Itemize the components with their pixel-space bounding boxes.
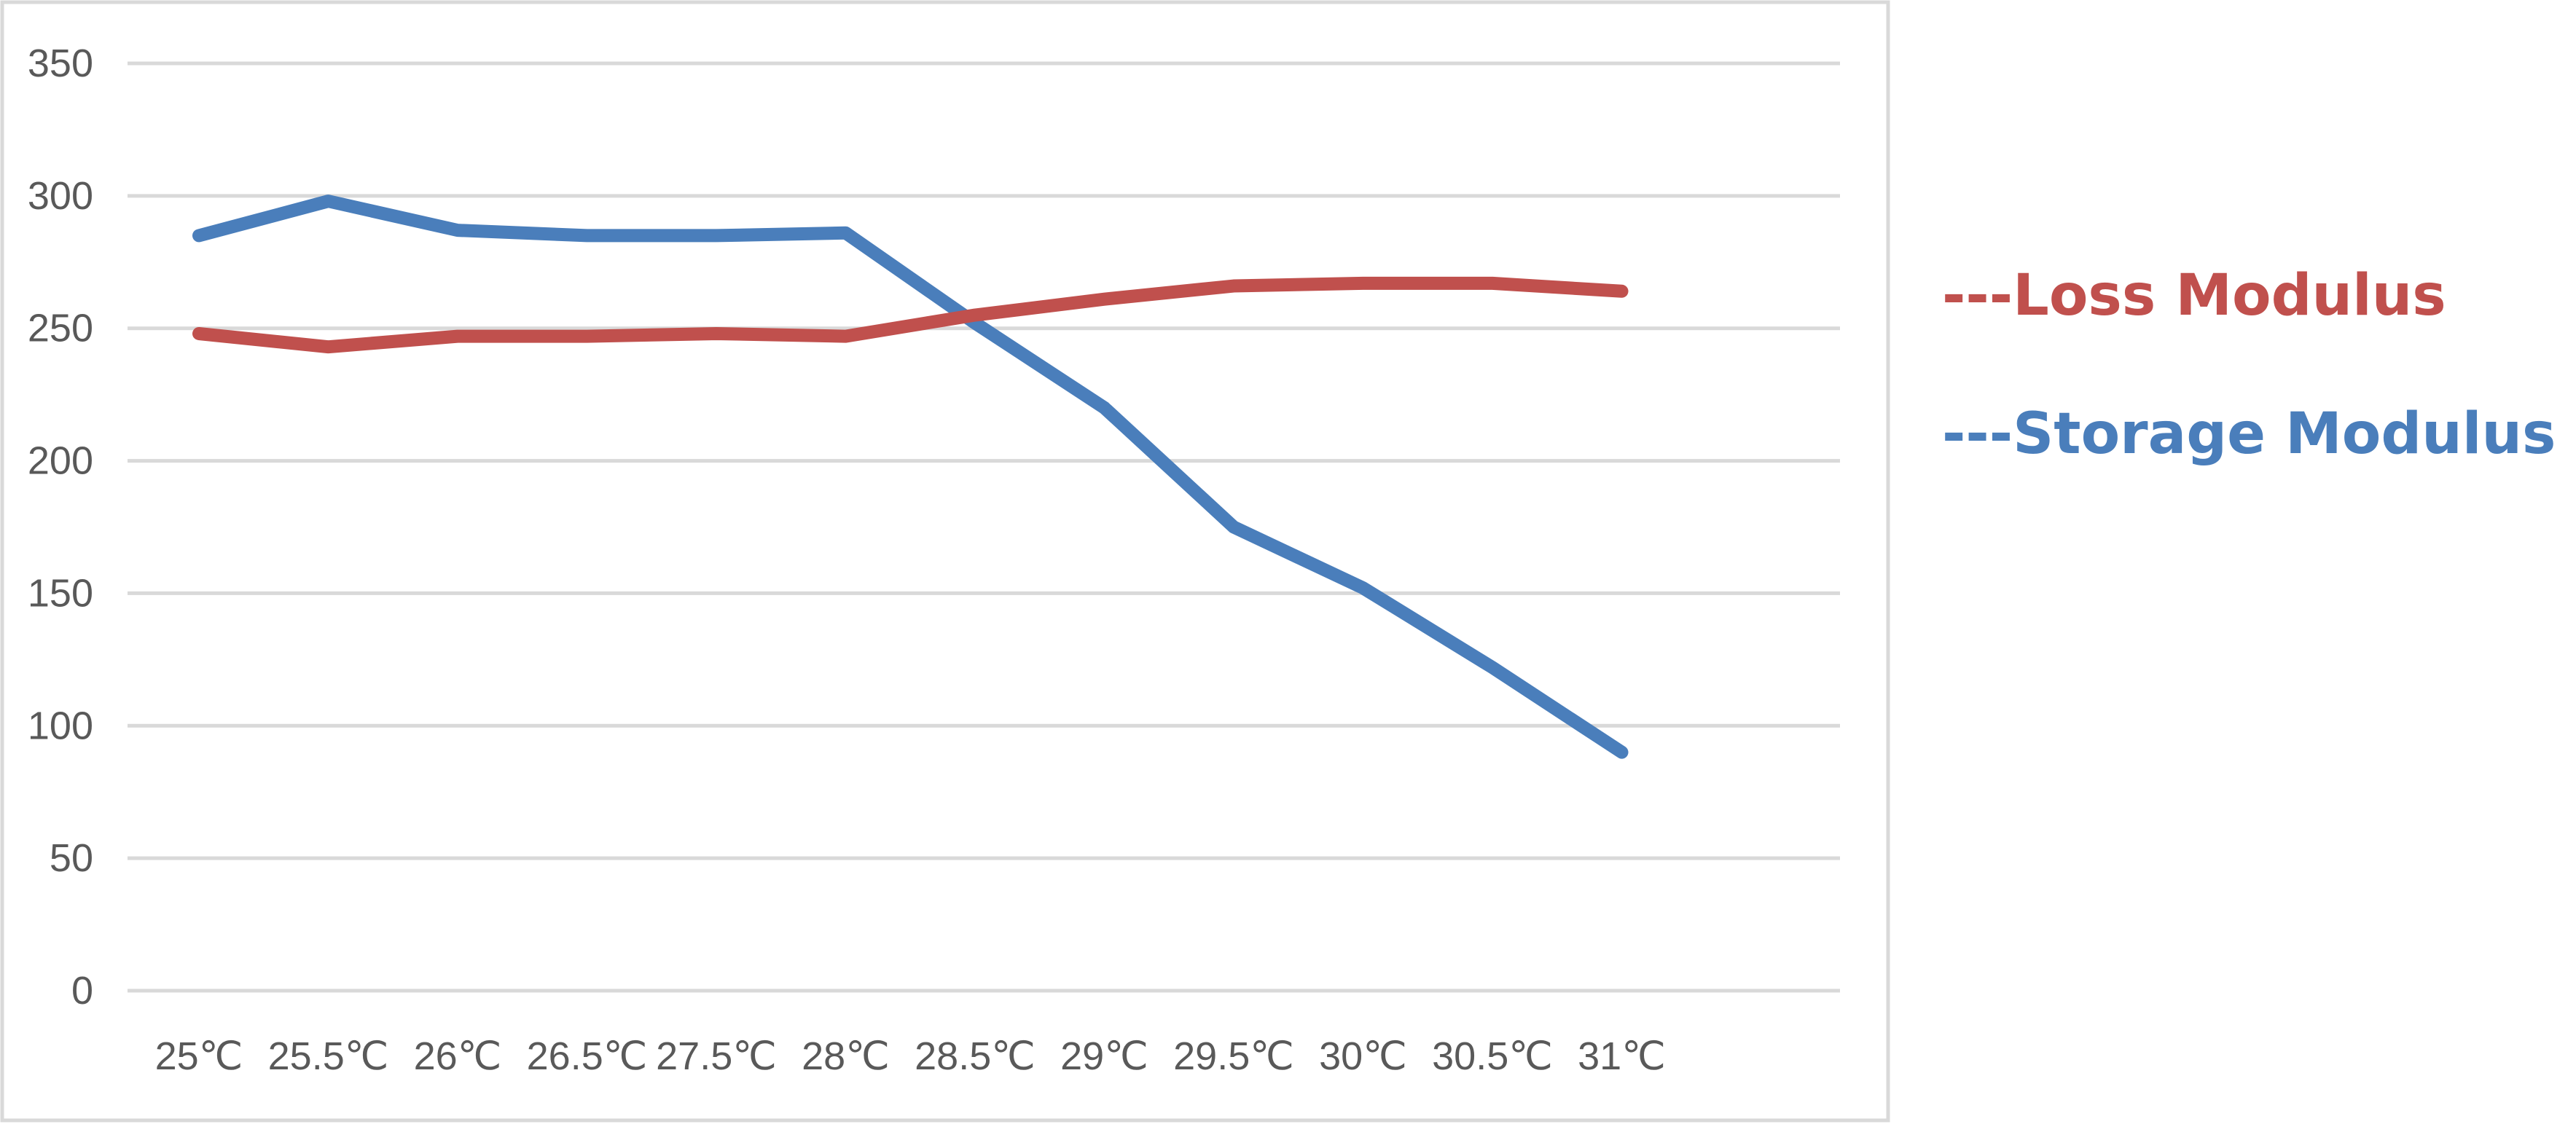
x-tick-label: 29℃	[1060, 1034, 1148, 1078]
y-tick-label: 300	[28, 174, 93, 218]
series-lines	[192, 194, 1629, 759]
x-tick-label: 25.5℃	[268, 1034, 389, 1078]
x-tick-label: 25℃	[155, 1034, 243, 1078]
legend: ---Loss Modulus ---Storage Modulus	[1942, 263, 2556, 467]
y-tick-label: 250	[28, 307, 93, 350]
x-tick-label: 26℃	[414, 1034, 502, 1078]
plot-area-border	[0, 0, 1890, 1123]
series-line-loss-modulus	[192, 276, 1629, 354]
y-axis-ticks: 0 50 100 150 200 250 300 350	[28, 42, 93, 1013]
x-tick-label: 31℃	[1578, 1034, 1666, 1078]
x-tick-label: 30.5℃	[1432, 1034, 1553, 1078]
series-line-storage-modulus	[192, 194, 1629, 759]
x-tick-label: 29.5℃	[1173, 1034, 1294, 1078]
x-tick-label: 30℃	[1319, 1034, 1407, 1078]
y-tick-label: 350	[28, 42, 93, 85]
legend-item-storage-modulus: ---Storage Modulus	[1942, 401, 2556, 467]
y-tick-label: 200	[28, 439, 93, 483]
x-tick-label: 26.5℃	[527, 1034, 648, 1078]
y-tick-label: 100	[28, 704, 93, 747]
x-tick-label: 28℃	[802, 1034, 890, 1078]
y-tick-label: 50	[50, 836, 93, 880]
x-tick-label: 28.5℃	[915, 1034, 1036, 1078]
legend-item-loss-modulus: ---Loss Modulus	[1942, 263, 2446, 329]
y-tick-label: 0	[71, 969, 93, 1013]
x-tick-label: 27.5℃	[656, 1034, 777, 1078]
x-axis-ticks: 25℃ 25.5℃ 26℃ 26.5℃ 27.5℃ 28℃ 28.5℃ 29℃ 29.5℃ 30℃…	[155, 1034, 1666, 1078]
y-tick-label: 150	[28, 571, 93, 615]
